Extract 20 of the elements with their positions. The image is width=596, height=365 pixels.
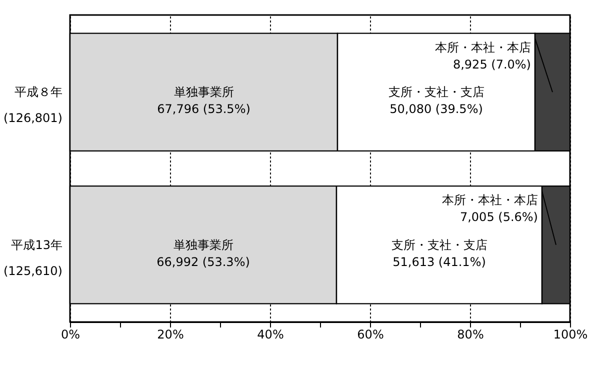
data-label: 51,613 (41.1%) — [392, 254, 486, 269]
x-tick-label: 80% — [457, 328, 484, 342]
data-label: 50,080 (39.5%) — [390, 102, 483, 116]
data-label: 8,925 (7.0%) — [452, 57, 531, 72]
x-tick-label: 40% — [257, 328, 284, 342]
text: 支所・支社・支店 — [391, 238, 488, 252]
x-tick-label: 0% — [60, 328, 80, 342]
x-tick-label: 60% — [357, 328, 384, 342]
data-label: 66,992 (53.3%) — [156, 254, 250, 269]
series-label: 単独事業所 — [174, 85, 234, 100]
y-tick-label: 平成８年 (126,801) — [4, 85, 62, 126]
series-label: 本所・本社・本店 — [435, 40, 531, 54]
x-tick-label: 100% — [553, 328, 588, 342]
text: 単独事業所 — [173, 238, 234, 252]
text: 本所・本社・本店 — [442, 193, 538, 208]
y-tick-label: 平成13年 (125,610) — [4, 238, 62, 278]
series-label: 支所・支社・支店 — [388, 85, 484, 100]
x-tick-label: 20% — [157, 328, 184, 342]
data-label: 67,796 (53.5%) — [157, 102, 250, 116]
data-label: 7,005 (5.6%) — [460, 210, 538, 224]
